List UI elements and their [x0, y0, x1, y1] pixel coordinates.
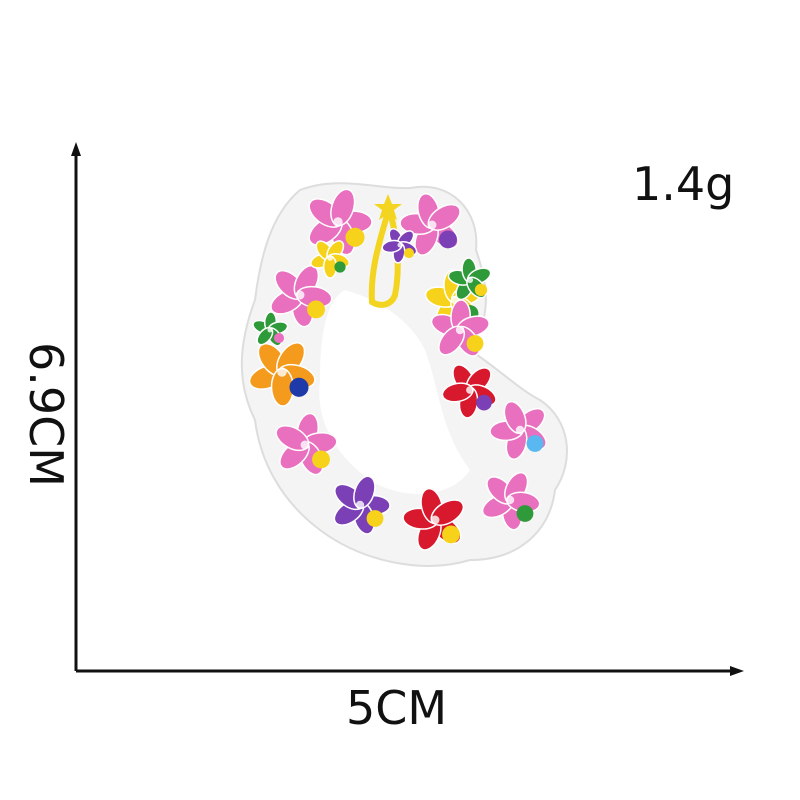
flower-center [277, 367, 287, 377]
accent-bud [516, 505, 534, 522]
flower-16 [381, 227, 418, 264]
width-axis-arrowhead [730, 666, 744, 676]
accent-bud [442, 525, 460, 544]
tassel-knot [369, 292, 398, 308]
tassel-star [374, 194, 402, 220]
flower-2 [399, 193, 461, 256]
flower-center [515, 425, 525, 435]
flower-15 [252, 311, 289, 347]
accent-bud [312, 450, 330, 469]
accent-bud [403, 248, 415, 259]
width-label: 5CM [346, 681, 447, 735]
flower-center [397, 242, 403, 248]
flower-center [355, 500, 365, 510]
accent-bud [289, 377, 309, 397]
accent-bud [366, 510, 384, 527]
flower-center [466, 276, 474, 284]
flower-5 [248, 342, 316, 407]
flower-center [300, 440, 310, 450]
flower-center [455, 325, 465, 335]
flower-12 [481, 471, 541, 531]
flower-1 [308, 188, 373, 256]
accent-bud [474, 283, 488, 297]
flower-center [267, 327, 273, 333]
weight-label: 1.4g [632, 157, 734, 211]
flower-center [505, 495, 515, 505]
height-label: 6.9CM [19, 342, 73, 487]
accent-bud [345, 227, 365, 247]
flower-center [295, 290, 305, 300]
height-axis-arrowhead [71, 142, 81, 156]
flower-center [466, 386, 474, 394]
flower-center [327, 255, 333, 261]
flower-10 [333, 475, 391, 535]
accent-bud [526, 435, 544, 452]
flower-11 [402, 487, 465, 551]
tassel-cord-left [368, 209, 391, 305]
flower-center [333, 217, 343, 227]
flower-center [430, 515, 440, 525]
flower-lei [248, 188, 547, 551]
accent-bud [466, 335, 484, 352]
flower-3 [270, 264, 333, 328]
accent-bud [439, 230, 457, 249]
flower-13 [447, 257, 492, 301]
flower-8 [275, 412, 338, 476]
flower-7 [441, 364, 497, 419]
accent-bud [334, 261, 346, 273]
flower-9 [489, 400, 547, 460]
dimension-axes [71, 142, 744, 676]
flower-center [427, 220, 437, 230]
accent-bud [307, 300, 325, 319]
patch-hollow [319, 290, 470, 494]
flower-6 [430, 299, 490, 357]
flower-14 [310, 240, 351, 279]
accent-bud [273, 333, 285, 344]
accent-bud [476, 394, 492, 411]
